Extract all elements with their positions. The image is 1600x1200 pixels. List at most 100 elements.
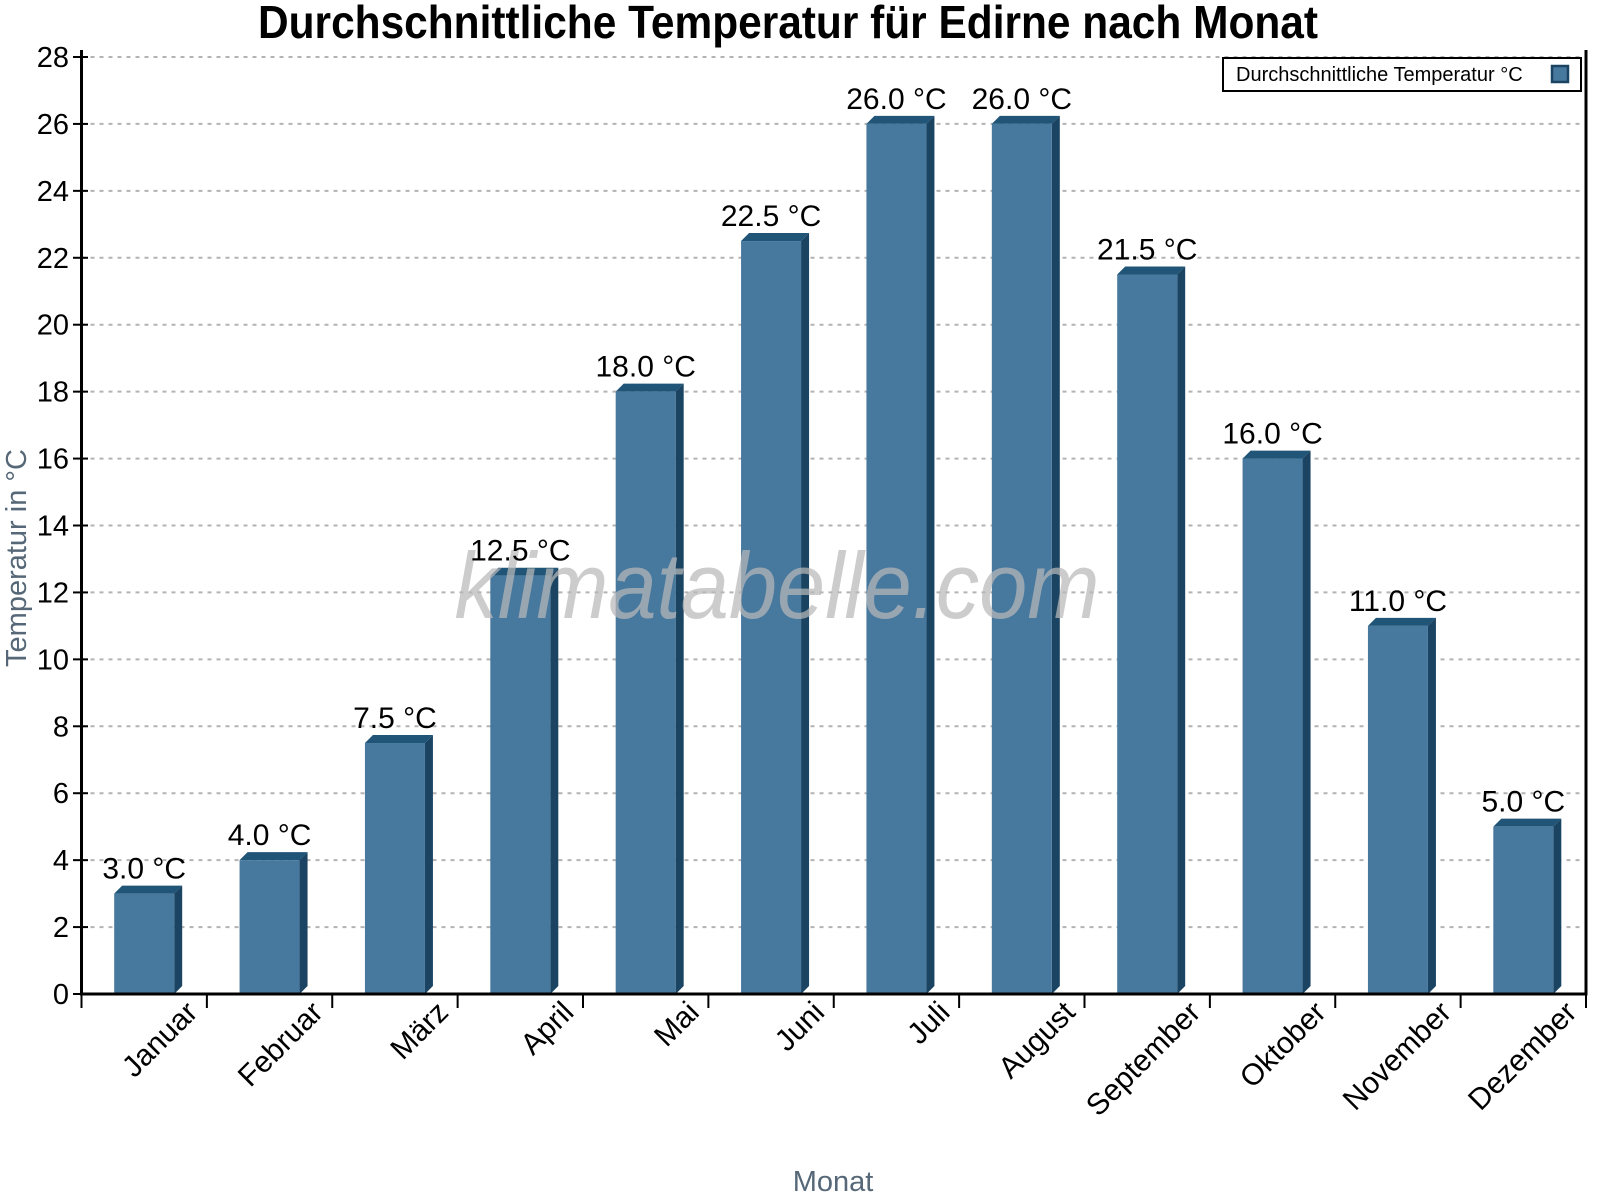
y-tick-label: 16 <box>37 444 69 476</box>
gridlines <box>81 56 1586 929</box>
bar-front-face <box>1242 458 1303 995</box>
bar-front-face <box>1367 625 1428 994</box>
bar-dezember <box>1493 818 1562 994</box>
bar-juli <box>866 115 935 994</box>
x-axis-ticks <box>80 995 1587 1008</box>
bar-top-face <box>1493 818 1562 827</box>
bar-front-face <box>1117 274 1178 995</box>
bar-mai <box>615 383 684 995</box>
x-tick-label-dezember: Dezember <box>1462 996 1583 1117</box>
bar-front-face <box>239 860 300 994</box>
bar-top-face <box>1367 617 1436 626</box>
bar-top-face <box>1117 266 1186 275</box>
bar-side-face <box>926 115 935 994</box>
bar-front-face <box>490 575 551 994</box>
bar-februar <box>239 852 308 994</box>
bar-value-label: 21.5 °C <box>1097 234 1197 267</box>
y-tick-label: 6 <box>53 778 69 810</box>
x-tick-label-september: September <box>1080 996 1207 1123</box>
x-tick-label-märz: März <box>384 996 454 1066</box>
y-tick-label: 22 <box>37 243 69 275</box>
bar-side-face <box>174 885 183 994</box>
bar-value-label: 18.0 °C <box>595 351 695 384</box>
y-tick-label: 12 <box>37 577 69 609</box>
x-tick-label-juni: Juni <box>769 996 831 1058</box>
y-axis-title: Temperatur in °C <box>1 449 33 667</box>
y-tick-label: 26 <box>37 109 69 141</box>
bar-value-label: 3.0 °C <box>102 853 186 886</box>
bar-side-face <box>675 383 684 995</box>
x-tick-label-oktober: Oktober <box>1234 996 1333 1095</box>
bar-value-label: 11.0 °C <box>1349 585 1447 618</box>
x-tick-label-november: November <box>1337 996 1458 1117</box>
bar-top-face <box>991 115 1060 124</box>
x-tick-label-april: April <box>514 996 580 1062</box>
bar-side-face <box>550 567 559 994</box>
bar-side-face <box>299 852 308 994</box>
bar-november <box>1367 617 1436 994</box>
x-tick-label-august: August <box>992 995 1082 1085</box>
y-tick-label: 28 <box>37 42 69 74</box>
watermark: klimatabelle.com <box>455 533 1100 638</box>
legend-label: Durchschnittliche Temperatur °C <box>1236 64 1523 86</box>
bar-juni <box>741 233 810 994</box>
y-tick-label: 14 <box>37 511 69 543</box>
bar-top-face <box>364 735 433 744</box>
bar-januar <box>114 885 183 994</box>
bar-front-face <box>991 123 1052 994</box>
bar-april <box>490 567 559 994</box>
bar-september <box>1117 266 1186 995</box>
y-tick-label: 20 <box>37 310 69 342</box>
bar-value-labels: 3.0 °C 4.0 °C 7.5 °C 12.5 °C 18.0 °C 22.5 °C 2… <box>102 83 1565 886</box>
bar-side-face <box>1051 115 1060 994</box>
y-tick-label: 2 <box>53 912 69 944</box>
bar-value-label: 26.0 °C <box>972 83 1072 116</box>
bar-front-face <box>615 391 676 995</box>
x-tick-label-februar: Februar <box>232 996 330 1094</box>
bar-top-face <box>741 233 810 242</box>
y-tick-label: 8 <box>53 711 69 743</box>
x-tick-label-januar: Januar <box>116 996 204 1084</box>
bar-top-face <box>615 383 684 392</box>
bar-august <box>991 115 1060 994</box>
bar-side-face <box>1302 450 1311 995</box>
bar-top-face <box>866 115 935 124</box>
bar-value-label: 12.5 °C <box>470 535 570 568</box>
bar-value-label: 16.0 °C <box>1222 418 1322 451</box>
bar-oktober <box>1242 450 1311 995</box>
legend-box <box>1222 57 1582 92</box>
x-axis-title: Monat <box>793 1166 874 1198</box>
bar-side-face <box>424 735 433 994</box>
x-tick-labels: Januar Februar März April Mai Juni Juli AugustS… <box>116 995 1583 1123</box>
bar-front-face <box>1493 826 1554 994</box>
legend-swatch-icon <box>1550 64 1570 84</box>
y-tick-label: 24 <box>37 176 69 208</box>
bar-front-face <box>114 893 175 994</box>
bar-side-face <box>801 233 810 994</box>
bar-top-face <box>1242 450 1311 459</box>
bar-side-face <box>1177 266 1186 995</box>
bar-value-label: 22.5 °C <box>721 200 821 233</box>
bar-top-face <box>114 885 183 894</box>
legend: Durchschnittliche Temperatur °C <box>1222 57 1582 92</box>
y-tick-label: 18 <box>37 377 69 409</box>
bar-top-face <box>239 852 308 861</box>
bar-side-face <box>1427 617 1436 994</box>
bar-value-label: 4.0 °C <box>228 819 312 852</box>
bar-front-face <box>866 123 927 994</box>
bar-value-label: 7.5 °C <box>353 702 437 735</box>
bar-front-face <box>741 241 802 994</box>
bars <box>114 115 1562 995</box>
y-tick-label: 0 <box>53 979 69 1011</box>
axes <box>73 50 1588 1008</box>
bar-front-face <box>364 743 425 994</box>
y-tick-label: 4 <box>53 845 69 877</box>
x-tick-label-mai: Mai <box>648 996 706 1054</box>
bar-side-face <box>1553 818 1562 994</box>
bar-märz <box>364 735 433 994</box>
x-tick-label-juli: Juli <box>901 996 956 1051</box>
bar-value-label: 26.0 °C <box>846 83 946 116</box>
